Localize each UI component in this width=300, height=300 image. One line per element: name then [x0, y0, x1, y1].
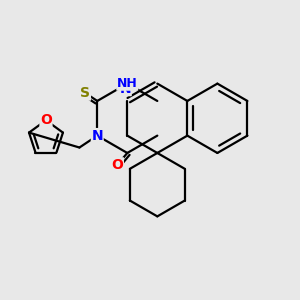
- Text: O: O: [40, 113, 52, 127]
- Text: N: N: [119, 82, 131, 96]
- Text: NH: NH: [117, 77, 138, 90]
- Text: H: H: [123, 76, 132, 87]
- Text: S: S: [80, 86, 90, 100]
- Text: N: N: [92, 129, 103, 142]
- Text: O: O: [111, 158, 123, 172]
